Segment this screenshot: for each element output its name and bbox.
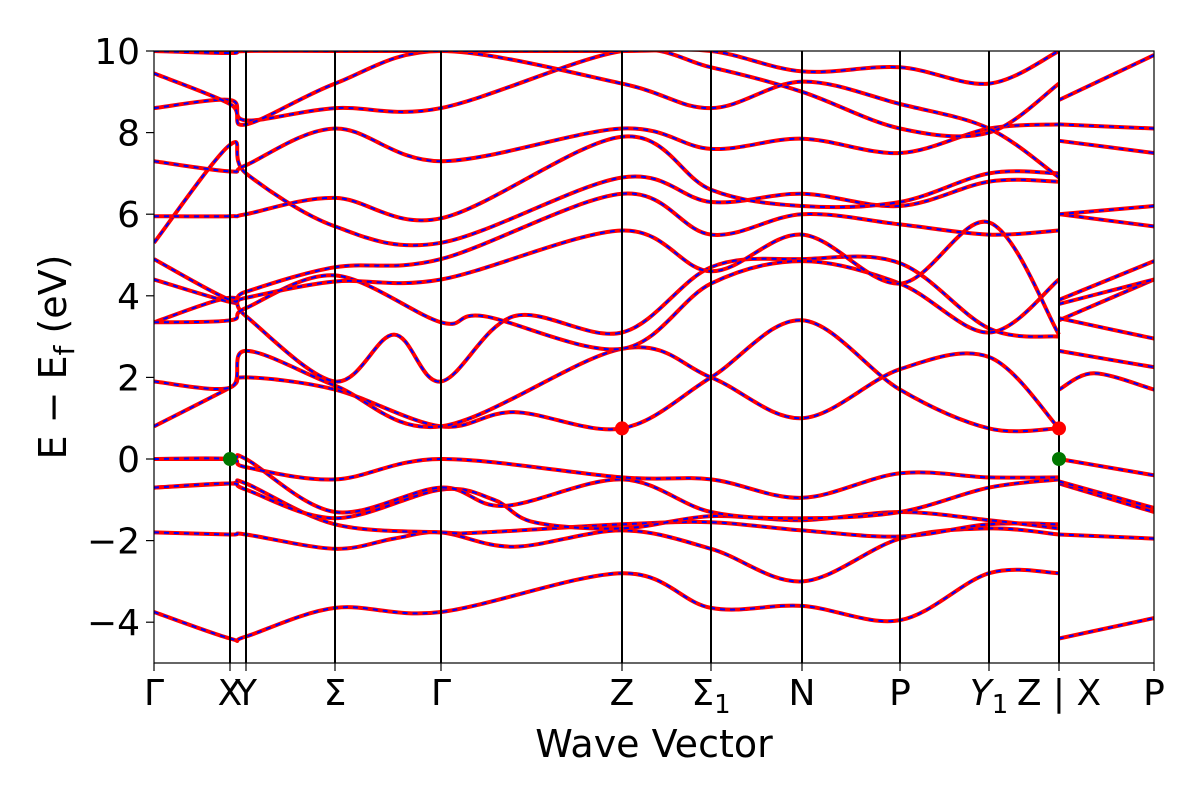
extremum-marker	[223, 452, 237, 466]
band-line-red	[1058, 371, 1154, 392]
band-line-red	[1058, 204, 1154, 217]
band-line-red	[1058, 138, 1154, 155]
band-line-blue	[154, 260, 1060, 351]
band-line-blue	[1058, 54, 1154, 101]
band-line-blue	[1058, 278, 1154, 322]
y-tick-label: 6	[117, 195, 140, 236]
band-line-red	[154, 567, 1060, 644]
x-tick-label: P	[1143, 673, 1165, 714]
y-tick-label: 10	[94, 32, 140, 73]
bands-layer	[154, 51, 1154, 644]
y-tick-label: −4	[87, 603, 140, 644]
extremum-marker	[1052, 452, 1066, 466]
y-axis: −4 −2 0 2 4 6 8 10	[87, 32, 154, 644]
band-line-blue	[1058, 458, 1154, 477]
y-tick-label: 0	[117, 440, 140, 481]
y-axis-title-sub: f	[48, 344, 81, 355]
y-axis-title: E − Ef (eV)	[31, 255, 81, 460]
kpoint-lines-layer	[229, 51, 1060, 663]
band-line-blue	[154, 141, 1060, 247]
x-tick-label: Y1	[970, 673, 1009, 720]
x-tick-label: Z | X	[1017, 673, 1101, 714]
markers-layer	[223, 421, 1066, 466]
y-tick-label: 2	[117, 358, 140, 399]
band-line-blue	[154, 482, 1060, 530]
band-line-blue	[1058, 260, 1154, 301]
y-tick-label: −2	[87, 522, 140, 563]
band-line-blue	[1058, 278, 1154, 305]
band-line-blue	[154, 220, 1060, 336]
y-axis-title-post: (eV)	[31, 255, 75, 346]
x-tick-label: X	[218, 673, 243, 714]
x-axis-title: Wave Vector	[535, 722, 773, 766]
extremum-marker	[1052, 421, 1066, 436]
band-line-red	[154, 51, 1061, 139]
band-line-blue	[154, 568, 1060, 643]
band-line-blue	[1058, 482, 1154, 513]
band-line-blue	[1058, 349, 1154, 369]
x-tick-label: Γ	[431, 673, 451, 714]
y-tick-label: 8	[117, 114, 140, 155]
x-tick-label: Σ	[324, 673, 347, 714]
band-line-blue	[1058, 617, 1154, 640]
band-line-blue	[154, 192, 1060, 303]
band-line-blue	[154, 123, 1060, 173]
x-tick-label: Γ	[144, 673, 164, 714]
x-tick-label: P	[889, 673, 911, 714]
y-axis-title-pre: E − E	[31, 355, 75, 459]
band-line-red	[154, 345, 1061, 430]
x-axis: Γ XY Σ Γ Z Σ1 N P Y1 Z | X P	[144, 663, 1165, 720]
band-line-blue	[154, 319, 1060, 433]
band-line-blue	[154, 346, 1060, 430]
band-line-red	[1058, 122, 1154, 131]
band-line-blue	[154, 51, 1060, 138]
plot-frame	[153, 50, 1155, 664]
x-tick-label: Z	[610, 673, 635, 714]
extremum-marker	[615, 421, 629, 436]
band-line-blue	[1058, 317, 1154, 340]
band-line-red	[154, 318, 1060, 434]
y-tick-label: 4	[117, 277, 140, 318]
band-line-blue	[1058, 480, 1154, 509]
x-tick-label: N	[789, 673, 816, 714]
x-tick-label: Σ1	[691, 673, 730, 720]
band-line-red	[1058, 532, 1154, 541]
x-tick-label: Y	[234, 673, 258, 714]
